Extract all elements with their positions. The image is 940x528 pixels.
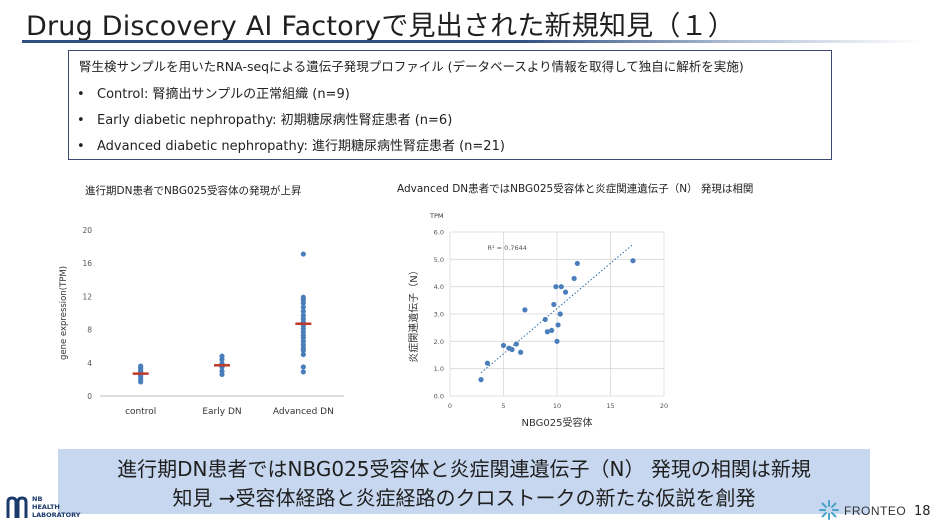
y-tick-label: 12 [82,292,92,301]
data-point [300,312,306,319]
x-axis-label: NBG025受容体 [521,416,592,429]
data-point [300,364,306,370]
data-point [557,311,563,317]
data-point [513,341,519,347]
data-point [555,322,561,328]
y-tick-label: 20 [82,226,92,235]
info-box: 腎生検サンプルを用いたRNA-seqによる遺伝子発現プロファイル (データベース… [68,50,832,160]
nb-health-logo-icon [6,496,28,518]
nb-health-logo-text: NB HEALTH LABORATORY [32,495,81,519]
unit-label: TPM [429,212,444,220]
y-tick-label: 8 [87,326,92,335]
data-point [549,327,555,333]
bullet-text: Advanced diabetic nephropathy: 進行期糖尿病性腎症… [97,139,505,154]
x-tick-label: 0 [448,402,452,410]
data-point [300,351,306,358]
bullet-marker: • [77,87,85,102]
nb-health-logo: NB HEALTH LABORATORY [6,492,96,526]
y-axis-label: gene expression(TPM) [59,266,69,360]
data-point [300,304,306,310]
bullet-marker: • [77,139,85,154]
data-point [542,316,548,323]
logo-line-1: NB [32,495,43,503]
x-tick-label: 15 [606,402,614,410]
x-tick-label: Early DN [202,407,241,417]
x-tick-label: 5 [501,402,505,410]
data-point [300,308,306,314]
fronteo-logo-text: FRONTEO [844,504,907,518]
x-tick-label: control [125,407,156,417]
conclusion-box: 進行期DN患者ではNBG025受容体と炎症関連遺伝子（N） 発現の相関は新規 知… [58,449,870,514]
title-underline [22,40,922,43]
slide-title: Drug Discovery AI Factoryで見出された新規知見（１） [26,11,735,42]
data-point [562,289,569,295]
y-tick-label: 3.0 [434,311,444,319]
y-tick-label: 4 [87,359,92,368]
y-tick-label: 2.0 [434,338,444,346]
info-box-heading: 腎生検サンプルを用いたRNA-seqによる遺伝子発現プロファイル (データベース… [79,59,744,74]
y-tick-label: 4.0 [434,283,444,291]
bullet-marker: • [77,113,85,128]
bullet-text: Control: 腎摘出サンプルの正常組織 (n=9) [97,87,350,102]
data-point [558,284,564,290]
data-point [138,363,144,369]
x-tick-label: Advanced DN [273,407,334,417]
conclusion-line-2: 知見 →受容体経路と炎症経路のクロストークの新たな仮説を創発 [172,486,756,510]
left-dot-plot: 0 4 8 12 16 20 control Early DN Advanced DN gene … [59,226,344,417]
data-point [551,301,557,308]
data-point [300,294,306,300]
data-point [484,360,491,366]
data-point [500,342,507,349]
bullet-advanced-dn: • Advanced diabetic nephropathy: 進行期糖尿病性腎… [77,135,505,154]
y-tick-label: 16 [82,259,92,268]
right-scatter-plot: 0.0 1.0 2.0 3.0 4.0 5.0 6.0 0 5 10 15 20 TPM NBG025受容… [407,212,668,429]
fronteo-logo-icon [819,500,839,520]
r-squared-label: R² = 0.7644 [487,244,526,252]
data-point [553,284,559,290]
data-point [509,346,515,353]
data-point [219,353,225,359]
data-point [554,338,560,344]
bullet-early-dn: • Early diabetic nephropathy: 初期糖尿病性腎症患者 … [77,109,452,128]
data-point [300,251,306,257]
right-chart-title: Advanced DN患者ではNBG025受容体と炎症関連遺伝子（N） 発現は相… [397,183,754,195]
data-point [630,258,636,264]
logo-line-2: HEALTH [32,503,60,511]
trendline [480,243,634,374]
x-tick-label: 10 [553,402,561,410]
x-tick-label: 20 [660,402,668,410]
data-point [219,368,225,374]
y-tick-label: 0 [87,392,92,401]
bullet-control: • Control: 腎摘出サンプルの正常組織 (n=9) [77,83,350,102]
data-point [478,377,484,383]
data-point [574,260,580,267]
left-chart-title: 進行期DN患者でNBG025受容体の発現が上昇 [85,185,302,197]
data-point [518,349,524,355]
data-point [571,275,577,282]
y-tick-label: 1.0 [434,365,444,373]
y-tick-label: 0.0 [434,393,444,401]
logo-line-3: LABORATORY [32,511,81,519]
y-axis-label: 炎症関連遺伝子（N） [407,265,420,362]
data-point [522,307,528,313]
page-number: 18 [914,504,931,519]
data-point [300,369,306,375]
bullet-text: Early diabetic nephropathy: 初期糖尿病性腎症患者 (… [97,113,453,128]
y-tick-label: 6.0 [434,229,444,237]
data-point [544,329,550,335]
y-tick-label: 5.0 [434,256,444,264]
fronteo-logo: FRONTEO [818,499,918,523]
conclusion-line-1: 進行期DN患者ではNBG025受容体と炎症関連遺伝子（N） 発現の相関は新規 [117,457,811,481]
